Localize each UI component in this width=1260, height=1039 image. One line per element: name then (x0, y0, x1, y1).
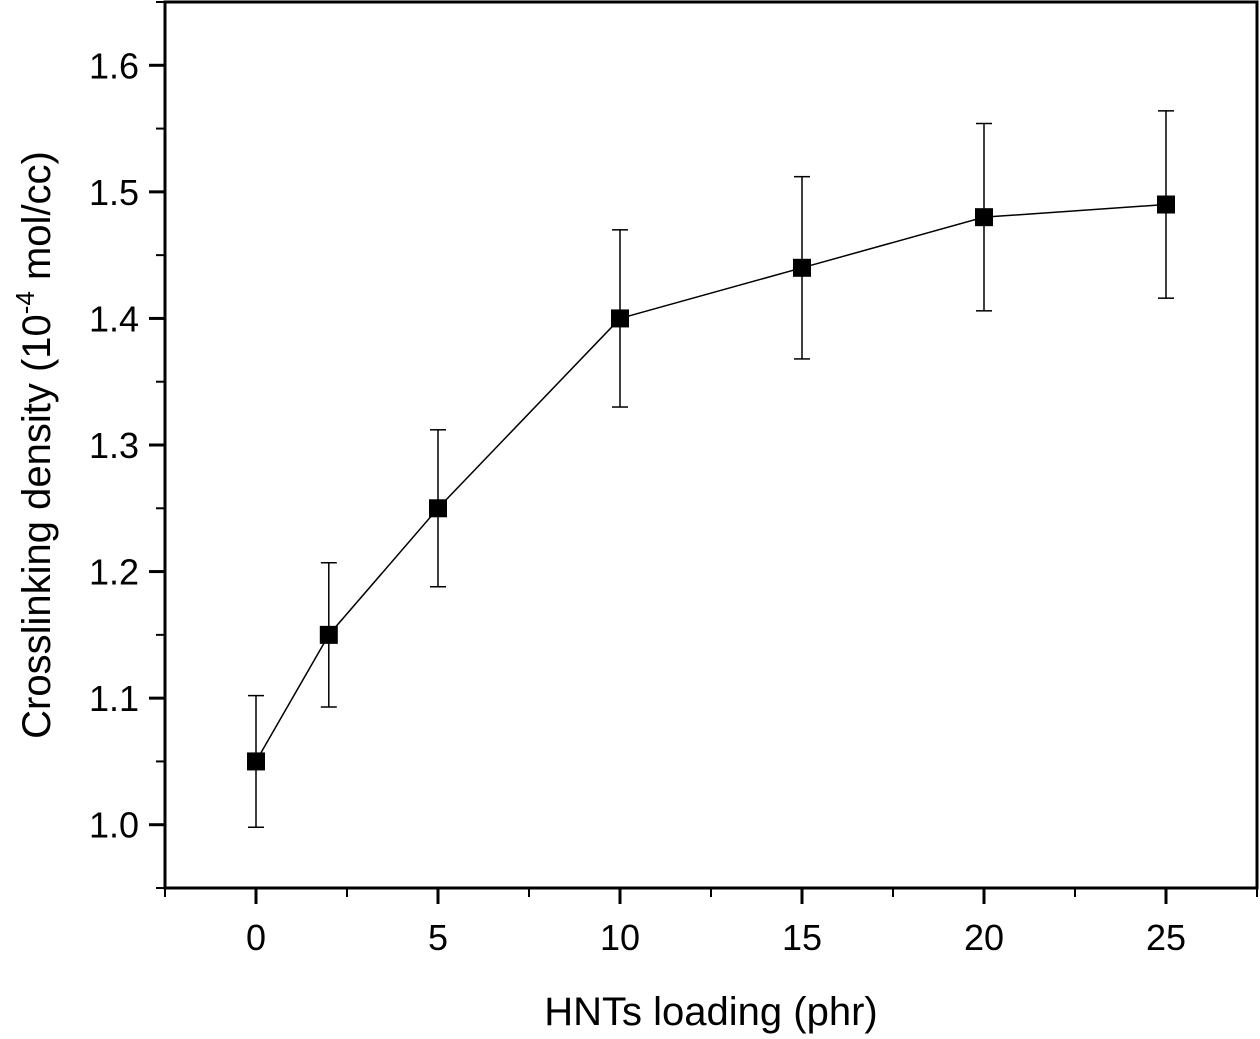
y-tick-label: 1.6 (89, 45, 139, 86)
x-tick-label: 0 (246, 917, 266, 958)
data-point (611, 309, 629, 328)
data-point (247, 752, 265, 771)
y-tick-label: 1.4 (89, 298, 139, 339)
y-tick-label: 1.3 (89, 425, 139, 466)
x-tick-label: 5 (428, 917, 448, 958)
x-tick-label: 10 (600, 917, 640, 958)
x-tick-label: 15 (782, 917, 822, 958)
data-point (793, 258, 811, 277)
data-point (975, 208, 993, 227)
x-axis-label: HNTs loading (phr) (544, 990, 877, 1034)
y-tick-label: 1.5 (89, 172, 139, 213)
data-point (1157, 195, 1175, 214)
x-tick-label: 20 (964, 917, 1004, 958)
y-tick-label: 1.2 (89, 552, 139, 593)
x-tick-label: 25 (1146, 917, 1186, 958)
data-point (319, 625, 338, 644)
y-axis-label: Crosslinking density (10-4 mol/cc) (10, 151, 59, 739)
y-tick-label: 1.1 (89, 678, 139, 719)
y-tick-label: 1.0 (89, 805, 139, 846)
series-line (255, 203, 1167, 762)
data-point (429, 499, 447, 518)
plot-frame (163, 0, 1259, 890)
